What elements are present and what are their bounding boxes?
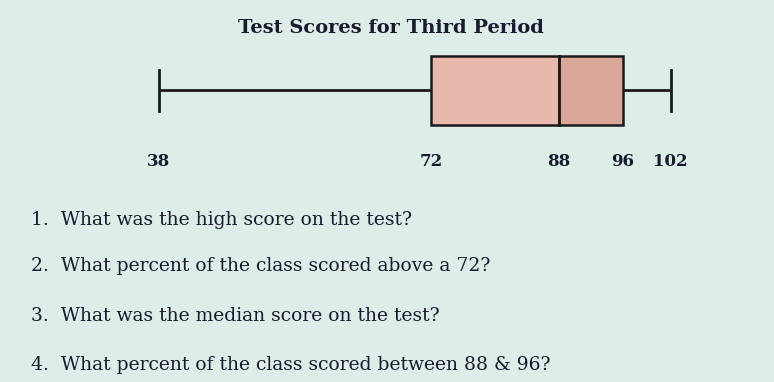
Text: 1.  What was the high score on the test?: 1. What was the high score on the test? [31, 211, 412, 229]
Title: Test Scores for Third Period: Test Scores for Third Period [238, 19, 544, 37]
Text: 88: 88 [547, 153, 570, 170]
Text: 38: 38 [147, 153, 170, 170]
Text: 102: 102 [653, 153, 688, 170]
Text: 4.  What percent of the class scored between 88 & 96?: 4. What percent of the class scored betw… [31, 356, 550, 374]
Text: 3.  What was the median score on the test?: 3. What was the median score on the test… [31, 307, 439, 325]
Bar [559, 56, 623, 125]
Bar [431, 56, 559, 125]
Text: 96: 96 [611, 153, 635, 170]
Text: 72: 72 [420, 153, 443, 170]
Text: 2.  What percent of the class scored above a 72?: 2. What percent of the class scored abov… [31, 257, 490, 275]
